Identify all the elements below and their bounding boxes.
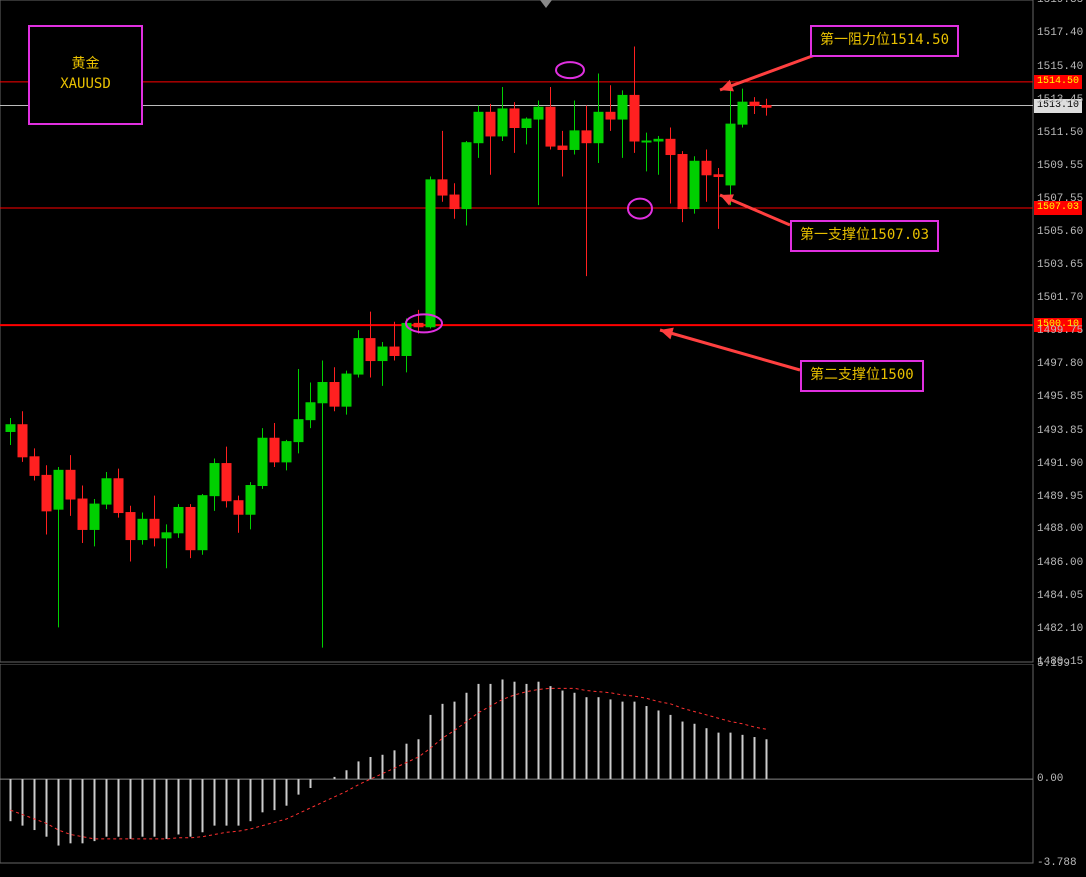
oscillator-chart [0,664,1086,865]
price-axis-tick: 1503.65 [1037,259,1083,271]
price-axis-tick: 1501.70 [1037,292,1083,304]
oscillator-axis-tick: 5.199 [1037,658,1070,670]
price-axis-tick: 1484.05 [1037,590,1083,602]
support-1-annotation: 第一支撑位1507.03 [790,220,939,252]
price-axis-tick: 1488.00 [1037,523,1083,535]
price-axis-tick: 1486.00 [1037,557,1083,569]
price-chart [0,0,1086,664]
support-2-label: 第二支撑位1500 [810,367,914,383]
price-axis-tick: 1491.90 [1037,458,1083,470]
resistance-1-annotation: 第一阻力位1514.50 [810,25,959,57]
price-axis-tick: 1505.60 [1037,226,1083,238]
price-axis-tick: 1489.95 [1037,491,1083,503]
price-axis-tick: 1509.55 [1037,160,1083,172]
price-axis-tick: 1497.80 [1037,358,1083,370]
price-axis-tick: 1515.40 [1037,61,1083,73]
instrument-symbol: XAUUSD [60,75,111,95]
price-axis-tick: 1499.75 [1037,325,1083,337]
price-axis-tick: 1513.45 [1037,94,1083,106]
price-axis-tick: 1495.85 [1037,391,1083,403]
support-1-label: 第一支撑位1507.03 [800,227,929,243]
price-axis-tick: 1482.10 [1037,623,1083,635]
price-axis-tick: 1507.55 [1037,193,1083,205]
price-axis-tick: 1493.85 [1037,425,1083,437]
price-axis-tick: 1511.50 [1037,127,1083,139]
oscillator-axis-tick: 0.00 [1037,773,1063,785]
price-axis-tick: 1519.35 [1037,0,1083,6]
resistance-1-label: 第一阻力位1514.50 [820,32,949,48]
instrument-name-cn: 黄金 [72,55,100,75]
price-level-tag: 1514.50 [1034,75,1082,89]
support-2-annotation: 第二支撑位1500 [800,360,924,392]
instrument-title-box: 黄金 XAUUSD [28,25,143,125]
oscillator-axis-tick: -3.788 [1037,857,1077,869]
price-axis-tick: 1517.40 [1037,27,1083,39]
